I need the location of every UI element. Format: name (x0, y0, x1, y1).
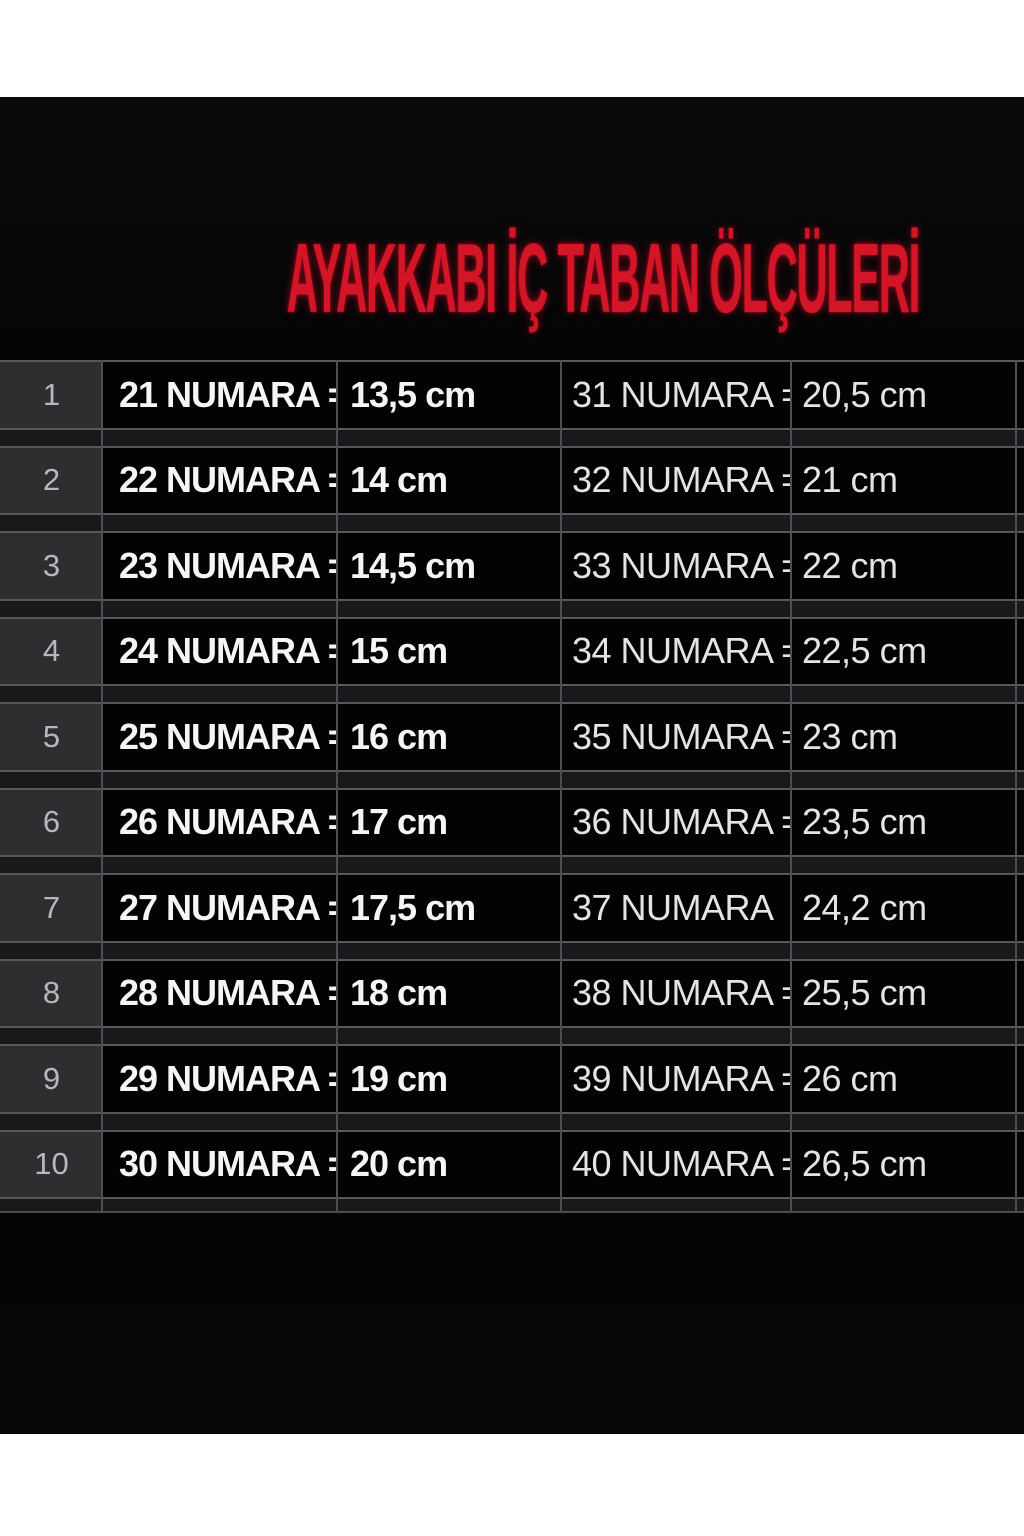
right-size-value: 23,5 cm (792, 787, 1024, 857)
left-size-label: 23 NUMARA = (103, 531, 338, 601)
bottom-white-band (0, 1434, 1024, 1536)
top-white-band (0, 0, 1024, 97)
left-size-label: 25 NUMARA = (103, 702, 338, 772)
left-size-value: 14,5 cm (338, 531, 562, 601)
left-size-label: 26 NUMARA = (103, 787, 338, 857)
right-size-label: 40 NUMARA = (562, 1129, 792, 1199)
left-size-value: 14 cm (338, 445, 562, 515)
left-size-value: 16 cm (338, 702, 562, 772)
right-size-value: 26,5 cm (792, 1129, 1024, 1199)
right-size-label: 35 NUMARA = (562, 702, 792, 772)
right-size-value: 22,5 cm (792, 616, 1024, 686)
left-size-value: 17 cm (338, 787, 562, 857)
right-size-value: 23 cm (792, 702, 1024, 772)
right-size-label: 39 NUMARA = (562, 1044, 792, 1114)
row-index-cell: 5 (0, 702, 103, 772)
page-title: AYAKKABI İÇ TABAN ÖLÇÜLERİ (286, 223, 921, 333)
right-size-value: 25,5 cm (792, 958, 1024, 1028)
left-size-label: 30 NUMARA = (103, 1129, 338, 1199)
row-index-cell: 4 (0, 616, 103, 686)
left-size-value: 15 cm (338, 616, 562, 686)
grid-vertical-line (790, 360, 792, 1211)
left-size-value: 17,5 cm (338, 873, 562, 943)
left-size-value: 18 cm (338, 958, 562, 1028)
right-size-value: 21 cm (792, 445, 1024, 515)
right-size-label: 33 NUMARA = (562, 531, 792, 601)
grid-vertical-line (560, 360, 562, 1211)
left-size-value: 20 cm (338, 1129, 562, 1199)
right-size-value: 20,5 cm (792, 360, 1024, 430)
grid-vertical-line (336, 360, 338, 1211)
row-index-cell: 9 (0, 1044, 103, 1114)
row-index-cell: 7 (0, 873, 103, 943)
row-index-cell: 3 (0, 531, 103, 601)
right-size-value: 22 cm (792, 531, 1024, 601)
left-size-label: 28 NUMARA = (103, 958, 338, 1028)
row-index-cell: 2 (0, 445, 103, 515)
size-chart-photo: AYAKKABI İÇ TABAN ÖLÇÜLERİ 1 21 NUMARA = 1… (0, 97, 1024, 1434)
left-size-value: 13,5 cm (338, 360, 562, 430)
right-size-label: 36 NUMARA = (562, 787, 792, 857)
row-index-cell: 6 (0, 787, 103, 857)
right-size-label: 31 NUMARA = (562, 360, 792, 430)
grid-vertical-line (1015, 360, 1017, 1211)
size-table: 1 21 NUMARA = 13,5 cm 31 NUMARA = 20,5 cm 2 22… (0, 360, 1024, 1213)
grid-vertical-line (101, 360, 103, 1211)
row-index-cell: 10 (0, 1129, 103, 1199)
left-size-label: 22 NUMARA = (103, 445, 338, 515)
left-size-label: 24 NUMARA = (103, 616, 338, 686)
right-size-label: 37 NUMARA (562, 873, 792, 943)
left-size-label: 21 NUMARA = (103, 360, 338, 430)
row-index-cell: 1 (0, 360, 103, 430)
right-size-label: 34 NUMARA = (562, 616, 792, 686)
left-size-label: 27 NUMARA = (103, 873, 338, 943)
left-size-value: 19 cm (338, 1044, 562, 1114)
right-size-value: 26 cm (792, 1044, 1024, 1114)
right-size-value: 24,2 cm (792, 873, 1024, 943)
right-size-label: 38 NUMARA = (562, 958, 792, 1028)
row-index-cell: 8 (0, 958, 103, 1028)
right-size-label: 32 NUMARA = (562, 445, 792, 515)
left-size-label: 29 NUMARA = (103, 1044, 338, 1114)
